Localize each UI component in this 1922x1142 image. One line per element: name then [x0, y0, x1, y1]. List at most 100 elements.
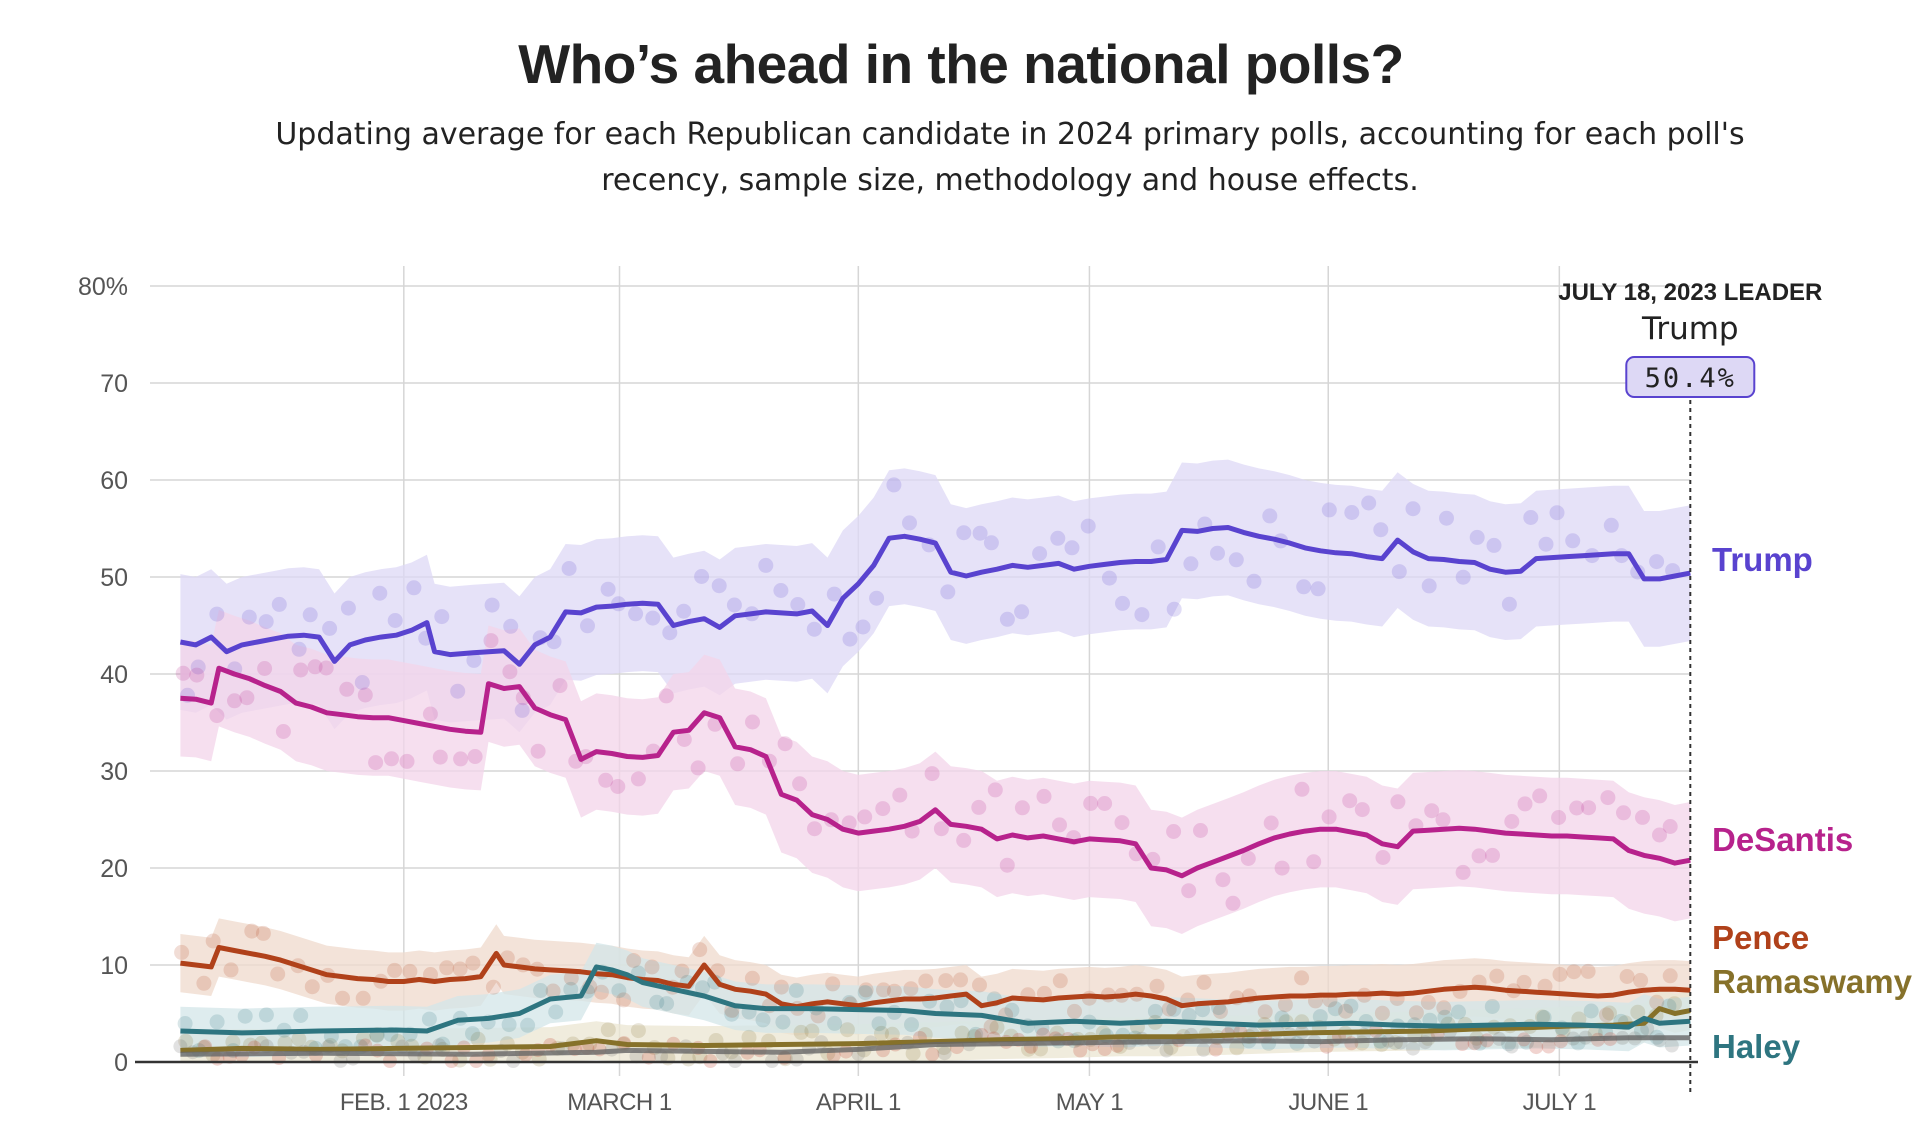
desantis-poll-dot: [1652, 827, 1667, 843]
haley-poll-dot: [788, 982, 804, 998]
ramaswamy-poll-dot: [839, 1022, 855, 1038]
trump-poll-dot: [902, 515, 917, 531]
desantis-poll-dot: [971, 799, 987, 815]
trump-poll-dot: [354, 675, 370, 690]
trump-poll-dot: [466, 652, 482, 668]
ramaswamy-poll-dot: [600, 1022, 616, 1038]
desantis-poll-dot: [1181, 883, 1197, 899]
ramaswamy-poll-dot: [741, 1029, 757, 1045]
trump-poll-dot: [484, 597, 500, 613]
haley-poll-dot: [1583, 1003, 1599, 1019]
trump-poll-dot: [662, 625, 678, 641]
trump-poll-dot: [340, 600, 356, 616]
desantis-poll-dot: [1581, 800, 1597, 816]
desantis-average-line: [180, 665, 1691, 879]
other-poll-dot: [1664, 1038, 1679, 1053]
pence-poll-dot: [644, 959, 660, 975]
ramaswamy-poll-dot: [291, 1031, 307, 1047]
trump-poll-dot: [580, 618, 595, 634]
pence-poll-dot: [1408, 1005, 1424, 1021]
pence-poll-dot: [1161, 1001, 1177, 1017]
haley-poll-dot: [1147, 1003, 1163, 1019]
y-tick-label: 40: [100, 661, 128, 689]
trump-poll-dot: [983, 535, 999, 551]
trump-poll-dot: [271, 596, 287, 612]
desantis-poll-dot: [924, 766, 940, 782]
ramaswamy-poll-dot: [225, 1034, 241, 1050]
ramaswamy-poll-dot: [917, 1027, 933, 1043]
desantis-poll-dot: [690, 760, 706, 776]
haley-average-line: [180, 964, 1691, 1036]
pence-poll-dot: [387, 962, 403, 978]
trump-poll-dot: [503, 618, 519, 634]
pence-poll-dot: [692, 942, 708, 958]
desantis-poll-dot: [1662, 819, 1678, 834]
pence-poll-dot: [825, 976, 841, 992]
trump-poll-dot: [450, 683, 466, 699]
desantis-poll-dot: [357, 687, 373, 703]
x-tick-label: JUNE 1: [1288, 1089, 1368, 1116]
pence-poll-dot: [1552, 966, 1568, 982]
pence-poll-dot: [1619, 969, 1635, 984]
trump-poll-dot: [842, 631, 858, 647]
desantis-poll-dot: [368, 755, 384, 771]
leader-name: Trump: [1641, 311, 1739, 347]
desantis-poll-dot: [1532, 788, 1548, 804]
pence-poll-dot: [1489, 968, 1505, 984]
ramaswamy-poll-dot: [1602, 1005, 1617, 1021]
trump-poll-dot: [1439, 510, 1454, 526]
desantis-poll-dot: [1321, 809, 1337, 825]
trump-poll-dot: [1080, 518, 1096, 534]
desantis-poll-dot: [384, 751, 399, 767]
trump-poll-dot: [1134, 607, 1150, 623]
trump-poll-dot: [1344, 505, 1360, 520]
ramaswamy-poll-dot: [989, 1019, 1005, 1035]
leader-value-box: [1625, 356, 1756, 398]
trump-poll-dot: [1228, 552, 1244, 568]
pence-poll-dot: [1598, 1007, 1614, 1023]
trump-poll-dot: [406, 580, 422, 596]
desantis-poll-dot: [339, 681, 355, 697]
desantis-poll-dot: [502, 664, 518, 680]
desantis-poll-dot: [189, 667, 205, 683]
y-tick-label: 20: [100, 855, 128, 883]
desantis-poll-dot: [1485, 847, 1500, 863]
pence-poll-dot: [1067, 1003, 1082, 1019]
pence-poll-dot: [983, 1019, 999, 1034]
ramaswamy-poll-dot: [355, 1030, 371, 1046]
pence-poll-dot: [1149, 978, 1165, 994]
pence-poll-dot: [1374, 1005, 1390, 1021]
other-candidates-line: [180, 1035, 1691, 1057]
desantis-poll-dot: [999, 857, 1015, 873]
pence-poll-dot: [402, 963, 418, 979]
other-poll-dot: [1504, 1039, 1519, 1054]
desantis-poll-dot: [432, 749, 448, 765]
x-tick-label: APRIL 1: [816, 1089, 901, 1116]
ramaswamy-poll-dot: [804, 1023, 820, 1039]
haley-poll-dot: [857, 985, 873, 1001]
x-tick-label: FEB. 1 2023: [340, 1089, 468, 1116]
pence-poll-dot: [674, 963, 690, 979]
trump-poll-dot: [1166, 601, 1182, 617]
ramaswamy-poll-dot: [884, 1026, 900, 1042]
trump-poll-dot: [1310, 581, 1326, 597]
pence-poll-dot: [953, 972, 968, 988]
pence-poll-dot: [616, 992, 632, 1008]
haley-poll-dot: [1327, 1001, 1343, 1017]
haley-poll-dot: [1004, 1002, 1020, 1018]
pence-poll-dot: [626, 953, 642, 968]
trump-poll-dot: [241, 609, 257, 625]
desantis-poll-dot: [1517, 796, 1533, 812]
desantis-poll-dot: [275, 724, 291, 739]
desantis-poll-dot: [956, 832, 972, 848]
trump-poll-dot: [1101, 570, 1117, 586]
pence-poll-dot: [886, 983, 902, 999]
desantis-poll-dot: [598, 772, 614, 788]
trump-poll-dot: [1549, 505, 1565, 521]
desantis-label: DeSantis: [1712, 821, 1853, 858]
pence-poll-dot: [545, 983, 561, 999]
y-tick-label: 80%: [78, 273, 128, 301]
trump-poll-dot: [1246, 573, 1262, 589]
trump-poll-dot: [1391, 564, 1407, 580]
